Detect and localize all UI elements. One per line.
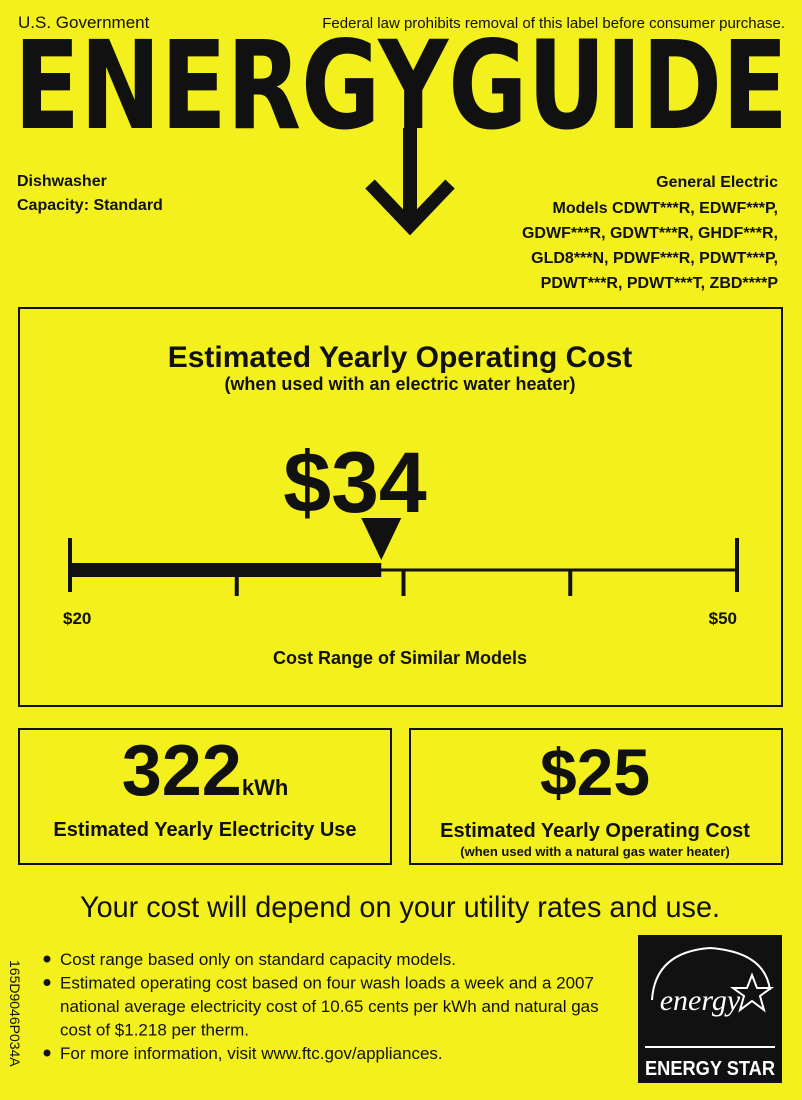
cost-subtitle: (when used with an electric water heater… (224, 374, 575, 394)
header-left: U.S. Government (18, 13, 150, 32)
model-line: Models CDWT***R, EDWF***P, (552, 200, 778, 217)
note-line: national average electricity cost of 10.… (60, 997, 599, 1016)
kwh-unit: kWh (242, 775, 288, 800)
gas-sublabel: (when used with a natural gas water heat… (460, 844, 729, 859)
kwh-number: 322 (122, 731, 242, 811)
cost-scale: $20 $50 (63, 518, 739, 628)
gas-value: $25 (540, 735, 650, 809)
cost-title: Estimated Yearly Operating Cost (168, 341, 633, 374)
cost-bar (70, 563, 382, 577)
bullet (43, 1049, 51, 1057)
electricity-box (18, 728, 392, 865)
header-right: Federal law prohibits removal of this la… (322, 15, 785, 32)
logo-background (638, 935, 782, 1083)
model-line: GDWF***R, GDWT***R, GHDF***R, (522, 225, 778, 242)
bullet (43, 979, 51, 986)
notice: Your cost will depend on your utility ra… (80, 891, 720, 924)
cost-box (18, 307, 783, 707)
range-label: Cost Range of Similar Models (273, 648, 527, 668)
electricity-label: Estimated Yearly Electricity Use (53, 819, 356, 841)
electricity-value: 322kWh (122, 731, 289, 811)
arrow-head (365, 179, 455, 236)
gas-box (409, 728, 783, 865)
scale-max-label: $50 (709, 609, 737, 628)
title: ENERGYGUIDE (14, 15, 788, 157)
capacity: Capacity: Standard (17, 197, 163, 214)
note-line: cost of $1.218 per therm. (60, 1021, 249, 1040)
gas-label: Estimated Yearly Operating Cost (440, 820, 750, 842)
model-line: PDWT***R, PDWT***T, ZBD****P (541, 275, 779, 292)
note-line: Estimated operating cost based on four w… (60, 974, 594, 993)
logo-star (729, 972, 775, 1013)
manufacturer: General Electric (656, 174, 778, 191)
logo-arc (651, 946, 771, 1001)
note-line: For more information, visit www.ftc.gov/… (60, 1044, 443, 1063)
label-code: 165D9046P034A (7, 960, 23, 1067)
note-line: Cost range based only on standard capaci… (60, 950, 456, 969)
model-line: GLD8***N, PDWF***R, PDWT***P, (531, 250, 778, 267)
model-list: Models CDWT***R, EDWF***P, GDWF***R, GDWT… (522, 200, 778, 292)
cost-value: $34 (283, 435, 427, 531)
cost-marker (361, 518, 402, 560)
bullet (43, 955, 51, 963)
energy-star-logo: energy ENERGY STAR (638, 935, 782, 1083)
logo-script: energy (660, 984, 741, 1017)
scale-min-label: $20 (63, 609, 91, 628)
notes: Cost range based only on standard capaci… (43, 950, 599, 1063)
product-type: Dishwasher (17, 173, 107, 190)
logo-label: ENERGY STAR (645, 1058, 776, 1080)
